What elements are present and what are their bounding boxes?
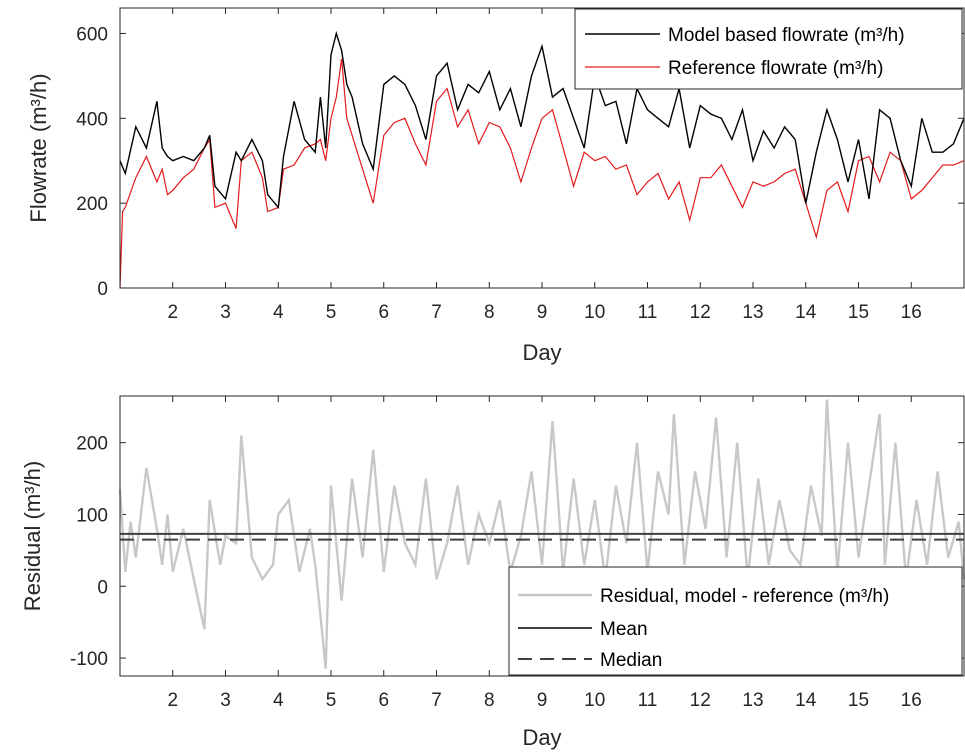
x-tick-label: 4	[273, 690, 284, 711]
x-tick-label: 13	[742, 302, 763, 323]
bottom-legend: Residual, model - reference (m³/h) Mean …	[508, 566, 963, 676]
x-tick-label: 7	[431, 690, 442, 711]
x-tick-label: 5	[326, 302, 337, 323]
bottom-chart: 2 3 4 5 6 7 8 9 10 11 12 13 14 15 16 -100 0 100 200 Day R…	[20, 395, 965, 750]
bottom-plot-frame	[119, 395, 965, 677]
bottom-y-axis-label: Residual (m³/h)	[20, 461, 45, 611]
x-tick-label: 9	[537, 690, 548, 711]
bottom-x-axis-label: Day	[522, 725, 561, 750]
bottom-legend-box	[508, 566, 963, 676]
x-tick-label: 5	[326, 690, 337, 711]
x-tick-label: 11	[638, 690, 658, 711]
x-tick-label: 7	[431, 302, 442, 323]
x-tick-label: 2	[167, 302, 178, 323]
x-tick-label: 9	[537, 302, 548, 323]
legend-mean-label: Mean	[600, 619, 648, 640]
y-tick-label: -100	[70, 649, 108, 670]
x-tick-label: 3	[220, 302, 231, 323]
x-tick-label: 15	[848, 302, 869, 323]
y-tick-label: 0	[97, 279, 108, 300]
y-tick-label: 200	[76, 434, 108, 455]
y-tick-label: 600	[76, 24, 108, 45]
x-tick-label: 8	[484, 302, 495, 323]
x-tick-label: 2	[167, 690, 178, 711]
bottom-y-tick-labels: -100 0 100 200	[70, 434, 108, 670]
y-tick-label: 400	[76, 109, 108, 130]
x-tick-label: 10	[584, 302, 605, 323]
y-tick-label: 100	[76, 505, 108, 526]
x-tick-label: 11	[638, 302, 658, 323]
x-tick-label: 10	[584, 690, 605, 711]
top-y-axis-label: Flowrate (m³/h)	[26, 73, 51, 222]
legend-median-label: Median	[600, 650, 662, 671]
x-tick-label: 16	[901, 690, 922, 711]
top-chart: 2 3 4 5 6 7 8 9 10 11 12 13 14 15 16 0 200 400 600 Day Fl…	[26, 7, 965, 365]
model-flowrate-line	[119, 30, 965, 210]
top-legend-box	[574, 8, 963, 90]
reference-flowrate-line	[119, 58, 965, 289]
top-x-tick-labels: 2 3 4 5 6 7 8 9 10 11 12 13 14 15 16	[167, 302, 921, 323]
x-tick-label: 12	[690, 302, 711, 323]
x-tick-label: 13	[742, 690, 763, 711]
top-y-tick-labels: 0 200 400 600	[76, 24, 108, 300]
x-tick-label: 12	[690, 690, 711, 711]
x-tick-label: 6	[378, 302, 389, 323]
x-tick-label: 6	[378, 690, 389, 711]
x-tick-label: 15	[848, 690, 869, 711]
x-tick-label: 16	[901, 302, 922, 323]
bottom-x-tick-labels: 2 3 4 5 6 7 8 9 10 11 12 13 14 15 16	[167, 690, 921, 711]
legend-residual-label: Residual, model - reference (m³/h)	[600, 586, 889, 607]
legend-model-label: Model based flowrate (m³/h)	[668, 25, 905, 46]
x-tick-label: 8	[484, 690, 495, 711]
y-tick-label: 200	[76, 194, 108, 215]
x-tick-label: 3	[220, 690, 231, 711]
y-tick-label: 0	[97, 577, 108, 598]
residual-line	[118, 399, 965, 669]
top-x-axis-label: Day	[522, 340, 561, 365]
top-legend: Model based flowrate (m³/h) Reference fl…	[574, 8, 963, 90]
top-plot-frame	[119, 7, 965, 289]
x-tick-label: 4	[273, 302, 284, 323]
legend-reference-label: Reference flowrate (m³/h)	[668, 58, 883, 79]
x-tick-label: 14	[795, 690, 817, 711]
x-tick-label: 14	[795, 302, 817, 323]
